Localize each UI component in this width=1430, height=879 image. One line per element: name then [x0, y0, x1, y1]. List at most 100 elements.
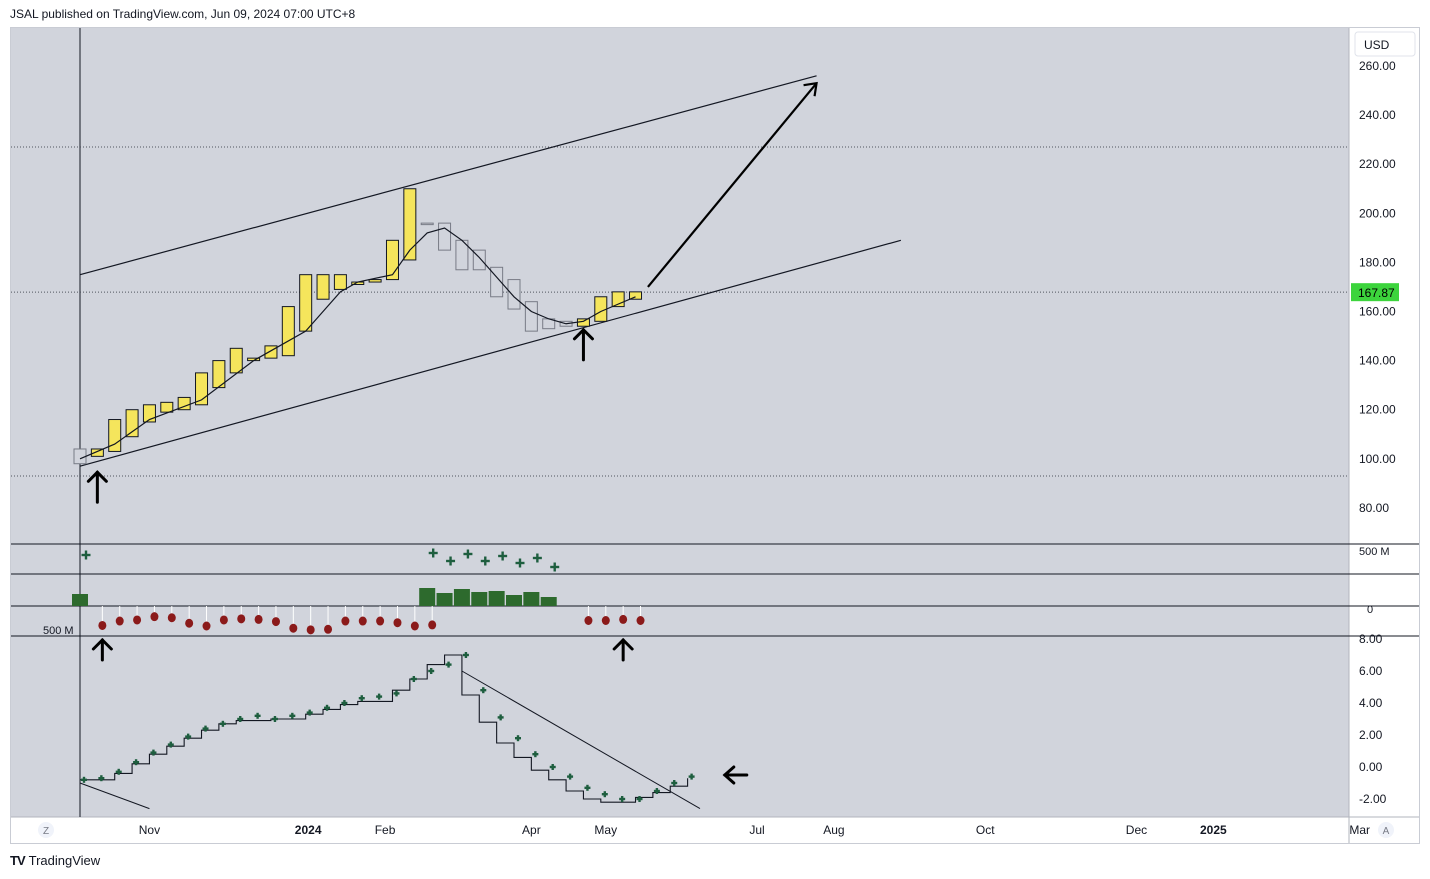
volume-plus-mark — [480, 556, 490, 566]
oscillator-trendline[interactable] — [461, 670, 701, 810]
price-up-arrow — [86, 470, 108, 504]
oscillator-plus-point — [115, 768, 122, 775]
oscillator-tick-label: 2.00 — [1359, 728, 1383, 742]
red-volume-dot[interactable] — [219, 615, 228, 625]
oscillator-plus-point — [133, 759, 140, 766]
green-volume-bar[interactable] — [72, 594, 88, 606]
last-price-label: 167.87 — [1358, 286, 1395, 300]
green-volume-bar[interactable] — [436, 593, 453, 606]
red-volume-dot[interactable] — [376, 616, 385, 626]
oscillator-plus-point — [289, 712, 296, 719]
green-volume-bar[interactable] — [488, 591, 505, 606]
tradingview-logo[interactable]: TV TradingView — [10, 853, 100, 868]
bullish-candle[interactable] — [160, 401, 174, 413]
price-tick-label: 80.00 — [1359, 501, 1389, 515]
oscillator-plus-point — [445, 661, 452, 668]
time-tick-label: Aug — [823, 823, 844, 837]
red-volume-dot[interactable] — [185, 618, 194, 628]
red-volume-dot[interactable] — [306, 625, 315, 635]
axis-corner-button[interactable] — [38, 822, 54, 838]
price-trendline[interactable] — [79, 239, 902, 467]
red-volume-dot[interactable] — [428, 620, 437, 630]
bearish-candle[interactable] — [524, 301, 538, 332]
red-volume-dot[interactable] — [254, 614, 263, 624]
projection-arrow-shaft[interactable] — [647, 82, 818, 288]
price-up-arrow — [572, 327, 594, 362]
red-volume-dot[interactable] — [324, 624, 333, 634]
red-volume-dot[interactable] — [202, 621, 211, 631]
red-volume-dot[interactable] — [619, 614, 628, 624]
oscillator-plus-point — [462, 652, 469, 658]
bullish-candle[interactable] — [229, 347, 243, 374]
bearish-candle[interactable] — [507, 279, 521, 310]
oscillator-trendline[interactable] — [79, 782, 150, 810]
oscillator-plus-point — [324, 704, 331, 711]
red-volume-dot[interactable] — [358, 616, 367, 626]
oscillator-tick-label: 8.00 — [1359, 632, 1383, 646]
bullish-candle[interactable] — [403, 188, 417, 261]
axis-corner-button[interactable] — [1378, 822, 1394, 838]
price-tick-label: 260.00 — [1359, 59, 1396, 73]
bullish-candle[interactable] — [299, 274, 313, 332]
price-tick-label: 100.00 — [1359, 452, 1396, 466]
price-tick-label: 140.00 — [1359, 354, 1396, 368]
red-volume-dot[interactable] — [237, 614, 246, 624]
oscillator-plus-point — [497, 714, 504, 721]
bullish-candle[interactable] — [212, 360, 226, 389]
volume-up-arrow-head — [612, 637, 634, 651]
currency-selector[interactable]: USD — [1354, 31, 1416, 57]
left-arrow-head — [722, 765, 736, 785]
bullish-candle[interactable] — [108, 419, 122, 452]
red-volume-dot[interactable] — [167, 613, 176, 623]
red-volume-dot[interactable] — [150, 612, 159, 622]
bearish-candle[interactable] — [438, 222, 452, 251]
red-volume-dot[interactable] — [601, 616, 610, 625]
bearish-candle[interactable] — [490, 266, 504, 298]
bullish-candle[interactable] — [125, 409, 139, 438]
red-volume-dot[interactable] — [133, 615, 142, 625]
oscillator-tick-label: -2.00 — [1359, 792, 1387, 806]
red-volume-dot[interactable] — [393, 618, 402, 628]
time-tick-label: May — [594, 823, 617, 837]
bullish-candle[interactable] — [195, 372, 209, 406]
green-volume-bar[interactable] — [540, 597, 557, 606]
green-volume-bar[interactable] — [506, 595, 522, 606]
bearish-candle[interactable] — [420, 222, 434, 226]
bearish-candle[interactable] — [73, 448, 87, 465]
red-volume-dot[interactable] — [98, 620, 107, 630]
chart-canvas[interactable]: 260.00 240.00 220.00 200.00 180.00 160.00 140.… — [11, 28, 1419, 843]
bullish-candle[interactable] — [629, 291, 643, 300]
bullish-candle[interactable] — [368, 279, 382, 283]
red-volume-dot[interactable] — [636, 616, 645, 625]
green-volume-bar[interactable] — [419, 588, 436, 606]
red-volume-dot[interactable] — [410, 621, 419, 631]
green-volume-bar[interactable] — [523, 592, 540, 606]
time-tick-label: 2024 — [295, 823, 322, 837]
red-volume-dot[interactable] — [271, 617, 280, 627]
oscillator-plus-point — [549, 764, 556, 770]
bullish-candle[interactable] — [281, 306, 295, 357]
time-tick-label: A — [1383, 826, 1390, 837]
bullish-candle[interactable] — [264, 345, 278, 359]
volume-plus-mark — [515, 558, 525, 568]
green-volume-bar[interactable] — [453, 589, 470, 606]
currency-box — [1354, 31, 1416, 57]
green-volume-bar[interactable] — [471, 592, 488, 606]
price-trendline[interactable] — [79, 75, 817, 276]
red-volume-dot[interactable] — [341, 616, 350, 626]
red-volume-dot[interactable] — [289, 623, 298, 633]
bullish-candle[interactable] — [333, 274, 347, 290]
oscillator-plus-point — [81, 776, 87, 783]
time-tick-label: Feb — [375, 823, 396, 837]
bullish-candle[interactable] — [316, 274, 330, 300]
oscillator-plus-point — [237, 716, 244, 722]
bullish-candle[interactable] — [576, 318, 590, 327]
bullish-candle[interactable] — [90, 448, 104, 457]
volume-plus-mark — [81, 550, 91, 560]
oscillator-tick-label: 0.00 — [1359, 760, 1383, 774]
bullish-candle[interactable] — [594, 296, 608, 322]
oscillator-plus-point — [306, 709, 313, 716]
red-volume-dot[interactable] — [115, 616, 124, 626]
bullish-candle[interactable] — [142, 404, 156, 423]
red-volume-dot[interactable] — [584, 616, 593, 625]
